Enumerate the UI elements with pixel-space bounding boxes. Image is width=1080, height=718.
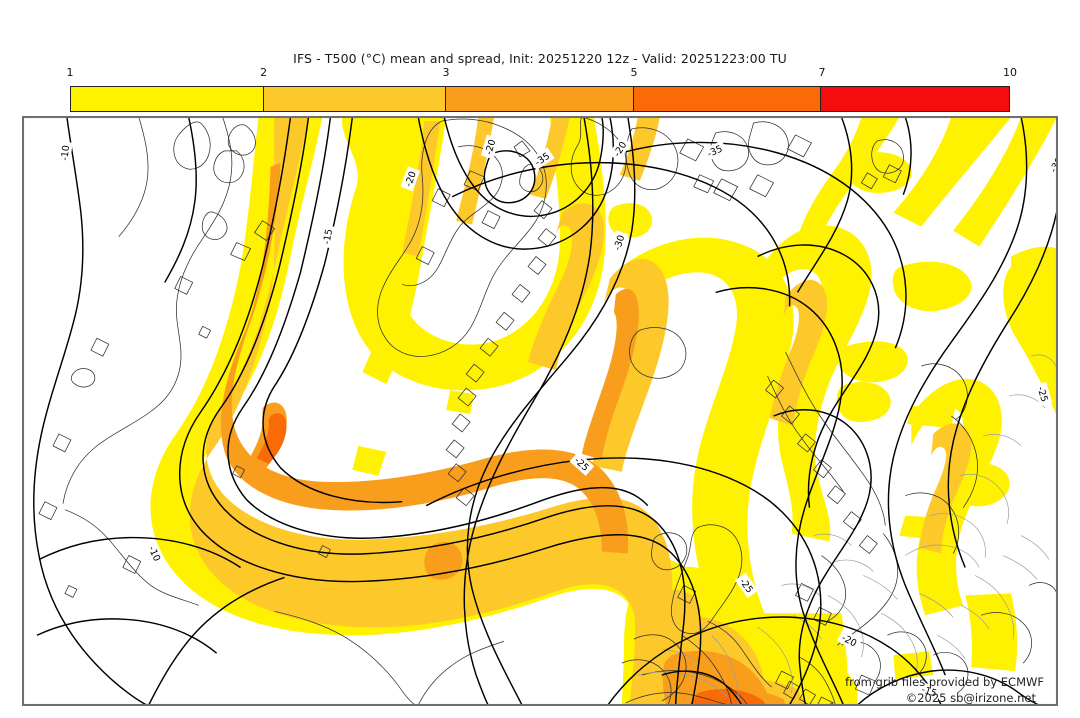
contour-label-text: -15 xyxy=(920,684,938,699)
contour-label-background xyxy=(916,681,942,701)
page-title: IFS - T500 (°C) mean and spread, Init: 2… xyxy=(293,51,787,66)
country-border-layer xyxy=(637,354,1057,705)
contour-label: -30 xyxy=(609,230,629,255)
colorbar-tick-5: 5 xyxy=(630,66,638,79)
contour-label-background xyxy=(702,140,728,162)
contour-label-text: -25 xyxy=(1035,385,1050,403)
colorbar-tick-10: 10 xyxy=(1003,66,1017,79)
contour-label-layer: -10-15-20-20-20-30-35-35-30-30-25-10-25-… xyxy=(57,134,1057,701)
contour-label-text: -10 xyxy=(60,145,73,162)
contour-label: -15 xyxy=(319,224,336,249)
contour-label-background xyxy=(569,451,595,476)
contour-label-background xyxy=(400,166,421,192)
contour-label-background xyxy=(529,147,555,171)
colorbar-container: 1 2 3 5 7 10 xyxy=(66,66,1018,112)
colorbar-tick-labels: 1 2 3 5 7 10 xyxy=(66,66,1018,84)
colorbar-tick-2: 2 xyxy=(260,66,268,79)
map-plot-area: -10-15-20-20-20-30-35-35-30-30-25-10-25-… xyxy=(22,116,1058,706)
contour-label-background xyxy=(734,572,759,599)
colorbar-segment-5-7 xyxy=(633,87,822,111)
contour-label-text: -30 xyxy=(612,234,627,252)
copyright-credit: ©2025 sb@irizone.net xyxy=(905,691,1036,705)
contour-label: -10 xyxy=(57,141,73,165)
contour-label-background xyxy=(57,141,73,165)
contour-label-background xyxy=(609,230,629,255)
contour-label-background xyxy=(480,134,500,160)
contour-label-text: -20 xyxy=(484,138,499,156)
contour-label-background xyxy=(836,629,863,652)
colorbar-segment-2-3 xyxy=(264,87,447,111)
contour-label-text: -15 xyxy=(322,228,336,245)
colorbar-tick-3: 3 xyxy=(442,66,450,79)
colorbar-gradient xyxy=(70,86,1010,112)
data-source-credit: from grib files provided by ECMWF xyxy=(845,675,1044,689)
contour-label-text: -20 xyxy=(403,170,419,188)
colorbar-segment-1-2 xyxy=(71,87,265,111)
contour-layer xyxy=(33,117,1057,705)
contour-label-background xyxy=(144,540,166,567)
contour-label: -25 xyxy=(1033,381,1053,407)
contour-label-text: -30 xyxy=(1048,156,1057,175)
colorbar-tick-1: 1 xyxy=(66,66,74,79)
contour-label: -15 xyxy=(916,681,942,701)
contour-label: -30 xyxy=(1044,152,1057,178)
contour-label: -20 xyxy=(400,166,421,192)
colorbar-segment-3-5 xyxy=(446,87,634,111)
contour-label-background xyxy=(608,136,632,162)
map-frame-border xyxy=(23,117,1057,705)
contour-label-background xyxy=(319,224,336,249)
colorbar-segment-7-10 xyxy=(821,87,1009,111)
contour-label-background xyxy=(1033,381,1053,407)
contour-label: -20 xyxy=(480,134,500,160)
colorbar-tick-7: 7 xyxy=(818,66,826,79)
map-graphic: -10-15-20-20-20-30-35-35-30-30-25-10-25-… xyxy=(23,117,1057,705)
